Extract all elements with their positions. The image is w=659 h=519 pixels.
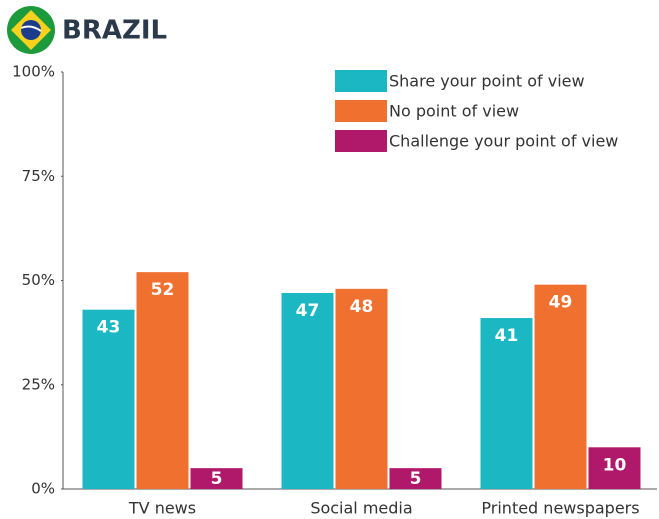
value-label: 5 bbox=[410, 469, 422, 489]
bar bbox=[534, 284, 587, 489]
legend-label: No point of view bbox=[389, 102, 519, 121]
value-label: 47 bbox=[296, 301, 320, 321]
value-label: 5 bbox=[211, 469, 223, 489]
bar bbox=[82, 309, 135, 489]
legend-swatch bbox=[335, 100, 387, 122]
bar bbox=[190, 468, 243, 489]
legend-label: Share your point of view bbox=[389, 72, 585, 91]
bar bbox=[588, 447, 641, 489]
bar bbox=[389, 468, 442, 489]
bar bbox=[136, 272, 189, 489]
y-tick-label: 25% bbox=[22, 375, 55, 393]
value-label: 43 bbox=[97, 318, 121, 338]
x-tick-label: Printed newspapers bbox=[481, 499, 639, 518]
y-tick-label: 0% bbox=[31, 480, 55, 498]
y-tick-label: 50% bbox=[22, 271, 55, 289]
x-tick-label: TV news bbox=[128, 499, 196, 518]
value-label: 49 bbox=[549, 293, 573, 313]
bar bbox=[335, 288, 388, 489]
value-label: 52 bbox=[151, 280, 175, 300]
x-tick-label: Social media bbox=[310, 499, 412, 518]
legend-swatch bbox=[335, 70, 387, 92]
value-label: 10 bbox=[603, 455, 627, 475]
value-label: 48 bbox=[350, 297, 374, 317]
y-tick-label: 75% bbox=[22, 167, 55, 185]
flag-icon bbox=[7, 6, 55, 54]
y-tick-label: 100% bbox=[12, 63, 55, 81]
bar bbox=[480, 318, 533, 489]
value-label: 41 bbox=[495, 326, 519, 346]
chart-title: BRAZIL bbox=[62, 16, 167, 46]
legend-label: Challenge your point of view bbox=[389, 132, 618, 151]
bar bbox=[281, 293, 334, 489]
legend-swatch bbox=[335, 130, 387, 152]
